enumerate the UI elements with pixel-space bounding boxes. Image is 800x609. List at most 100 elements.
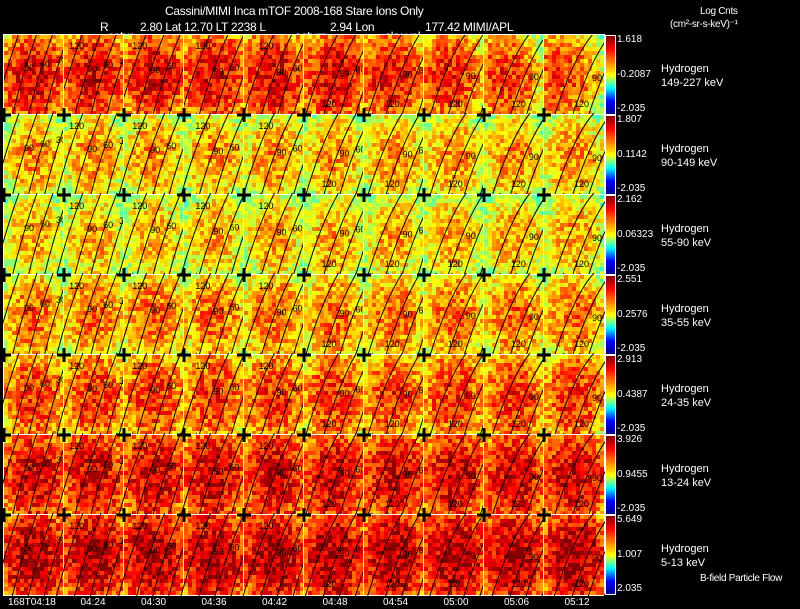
contour-lines: 120 90 <box>537 268 645 358</box>
contour-label: 90 <box>403 230 413 240</box>
contour-line <box>151 512 182 598</box>
contour-line <box>260 512 293 598</box>
contour-line <box>117 192 148 278</box>
contour-line <box>90 35 117 115</box>
contour-label: 120 <box>511 579 526 589</box>
contour-line <box>384 352 421 438</box>
contour-line <box>355 87 364 115</box>
contour-line <box>73 432 102 518</box>
contour-line <box>322 192 357 278</box>
contour-line <box>55 112 84 198</box>
contour-label: 120 <box>448 579 463 589</box>
contour-line <box>553 192 595 278</box>
lon-value: 177.42 MIMI/APL <box>425 20 514 34</box>
contour-line <box>214 272 246 358</box>
colorbar-min-label: -2.035 <box>617 263 646 274</box>
contour-lines: 120 90 60 <box>357 108 453 198</box>
contour-label: 90 <box>87 144 97 154</box>
contour-line <box>366 272 403 358</box>
crosshair-icon <box>57 268 71 282</box>
contour-line <box>242 512 275 598</box>
contour-lines: 120 90 60 <box>177 268 262 358</box>
crosshair-icon <box>357 428 371 442</box>
colorbar <box>605 35 616 115</box>
heatmap-panel: 90 60 30 <box>0 348 70 438</box>
contour-line <box>124 35 147 99</box>
contour-label: 90 <box>276 547 286 557</box>
x-tick-label: 04:24 <box>80 597 106 608</box>
heatmap-panel: 90 60 30 <box>0 428 70 518</box>
contour-lines: 120 90 <box>417 108 517 198</box>
contour-label: 30 <box>56 215 66 225</box>
contour-label: 60 <box>229 382 239 392</box>
contour-lines: 120 90 60 30 <box>55 428 134 518</box>
colorbar-mid-label: 0.06323 <box>617 229 654 240</box>
contour-lines: 120 90 60 <box>117 428 198 518</box>
crosshair-icon <box>477 508 491 522</box>
colorbar <box>605 515 616 595</box>
heatmap-panel: 120 90 <box>537 508 645 598</box>
contour-lines: 120 90 60 30 <box>55 348 134 438</box>
contour-line <box>553 432 595 518</box>
contour-label: 120 <box>132 41 147 51</box>
crosshair-icon <box>177 188 191 202</box>
contour-line <box>73 192 102 278</box>
contour-line <box>366 432 403 518</box>
contour-lines: 120 90 <box>417 428 517 518</box>
crosshair-icon <box>477 188 491 202</box>
contour-line <box>117 272 148 358</box>
contour-label: 120 <box>448 259 463 269</box>
contour-line <box>0 192 20 256</box>
contour-line <box>447 35 484 115</box>
contour-line <box>214 352 246 438</box>
contour-label: 120 <box>132 441 147 451</box>
colorbar <box>605 355 616 435</box>
contour-line <box>180 272 212 358</box>
contour-label: 60 <box>166 221 176 231</box>
heatmap-panel: 120 90 <box>417 348 517 438</box>
contour-label: 120 <box>448 419 463 429</box>
heatmap-panel: 90 60 30 <box>0 268 70 358</box>
crosshair-icon <box>57 108 71 122</box>
contour-label: 90 <box>529 552 539 562</box>
contour-label: 90 <box>150 305 160 315</box>
contour-line <box>242 272 275 358</box>
contour-line <box>151 112 182 198</box>
heatmap-panel: 120 90 <box>537 428 645 518</box>
colorbar-max-label: 5.649 <box>617 514 643 525</box>
contour-lines: 120 90 <box>537 508 645 598</box>
x-tick-label: 04:36 <box>201 597 227 608</box>
contour-label: 30 <box>56 295 66 305</box>
contour-line <box>491 35 530 115</box>
contour-label: 120 <box>132 201 147 211</box>
heatmap-panel: 120 90 60 <box>357 348 453 438</box>
contour-label: 90 <box>213 386 223 396</box>
contour-line <box>27 35 53 115</box>
contour-label: 120 <box>69 281 84 291</box>
crosshair-icon <box>297 428 311 442</box>
contour-label: 60 <box>292 63 302 73</box>
contour-label: 60 <box>356 145 366 155</box>
contour-label: 90 <box>276 387 286 397</box>
contour-lines: 120 90 60 <box>297 268 389 358</box>
contour-lines: 90 60 30 <box>0 268 70 358</box>
contour-line <box>401 54 424 115</box>
contour-label: 120 <box>322 179 337 189</box>
contour-line <box>198 35 229 115</box>
contour-label: 90 <box>529 152 539 162</box>
contour-label: 90 <box>466 151 476 161</box>
contour-line <box>366 512 403 598</box>
crosshair-icon <box>417 188 431 202</box>
x-tick-label: 05:00 <box>443 597 469 608</box>
contour-label: 120 <box>448 99 463 109</box>
crosshair-icon <box>417 508 431 522</box>
contour-label: 60 <box>292 223 302 233</box>
contour-line <box>276 41 304 115</box>
contour-lines: 120 90 60 <box>357 268 453 358</box>
contour-line <box>304 112 339 198</box>
lon-readout: 2.94 Lon <box>330 20 375 34</box>
heatmap-panel: 120 90 60 <box>177 188 262 278</box>
contour-lines: 90 60 30 <box>0 428 70 518</box>
row-species: Hydrogen <box>661 223 709 235</box>
contour-line <box>117 512 148 598</box>
